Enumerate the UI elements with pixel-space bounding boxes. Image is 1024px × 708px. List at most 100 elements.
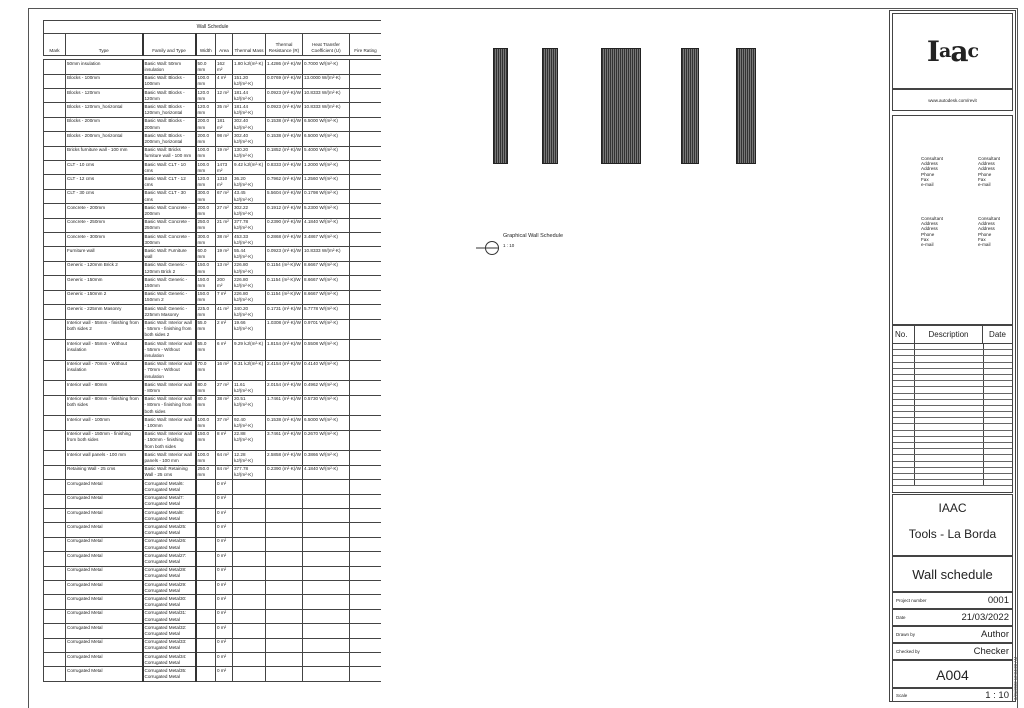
table-cell: Basic Wall: Blocks - 100mm xyxy=(141,73,197,90)
consultant-line: Phone xyxy=(921,231,935,237)
table-row: Interior wall - 80mm Basic Wall: Interior… xyxy=(43,380,381,396)
table-cell: 11.61 kJ/(m²·K) xyxy=(232,380,266,396)
table-cell: 0 m² xyxy=(215,507,233,524)
table-cell xyxy=(43,415,66,431)
table-cell: 200 m² xyxy=(215,275,233,291)
table-cell: Furniture wall xyxy=(65,246,143,262)
table-cell xyxy=(232,507,266,524)
consultant-line: Address xyxy=(978,226,995,232)
table-cell xyxy=(43,666,66,682)
consultant-line: e-mail xyxy=(921,182,934,188)
table-cell xyxy=(348,73,381,90)
table-cell: 225.0 mm xyxy=(195,304,216,320)
table-cell xyxy=(348,174,381,190)
table-cell: 2 m² xyxy=(215,318,233,341)
field-label: Scale xyxy=(896,692,908,698)
table-cell: 80.0 mm xyxy=(195,394,216,417)
table-cell: 181.44 kJ/(m²·K) xyxy=(232,88,266,104)
table-cell: 55.44 kJ/(m²·K) xyxy=(232,246,266,262)
revision-row xyxy=(893,461,1012,468)
table-cell xyxy=(232,536,266,553)
table-row: Interior wall panels - 100 mm Basic Wall:… xyxy=(43,450,381,466)
table-cell xyxy=(195,623,216,639)
wall-section-graphic xyxy=(601,48,641,164)
table-cell: 9.29 kJ/(m²·K) xyxy=(232,339,266,361)
table-cell xyxy=(348,304,381,320)
table-cell: 0 m² xyxy=(215,580,233,596)
table-cell: 50.0 mm xyxy=(195,59,216,75)
table-cell: 36.20 kJ/(m²·K) xyxy=(232,174,266,190)
table-cell: Basic Wall: Retaining Wall - 25 cms xyxy=(141,464,197,481)
table-cell xyxy=(43,394,66,417)
table-cell: 80.0 mm xyxy=(195,380,216,396)
table-cell: Basic Wall: CLT - 30 cms xyxy=(141,188,197,205)
table-cell xyxy=(348,415,381,431)
table-cell xyxy=(195,565,216,582)
table-cell: 0 m² xyxy=(215,594,233,610)
table-cell xyxy=(302,507,350,524)
table-cell: 27 m² xyxy=(215,380,233,396)
table-cell xyxy=(43,246,66,262)
column-header: Heat Transfer Coefficient (U) xyxy=(302,33,350,57)
table-cell: 13.0000 W/(m²·K) xyxy=(302,73,350,90)
table-cell: Corrugated Metal30: Corrugated Metal xyxy=(141,594,197,610)
table-cell xyxy=(265,637,303,654)
table-cell: Corrugated Metal27: Corrugated Metal xyxy=(141,551,197,567)
table-cell: Interior wall - 55mm - finishing from bo… xyxy=(65,318,143,341)
table-cell: 0 m² xyxy=(215,551,233,567)
table-cell xyxy=(43,275,66,291)
project-name: Tools - La Borda xyxy=(908,527,997,541)
table-cell: 55.0 mm xyxy=(195,339,216,361)
table-cell: 0.0923 (m²·K)/W xyxy=(265,246,303,262)
table-cell: Blocks - 120mm xyxy=(65,88,143,104)
table-cell: 43.45 kJ/(m²·K) xyxy=(232,188,266,205)
table-cell xyxy=(195,536,216,553)
table-cell: 35 m² xyxy=(215,102,233,118)
consultant-block: Consultant Address Address Phone Fax e-mail xyxy=(921,156,961,187)
table-cell: 0.8333 (m²·K)/W xyxy=(265,160,303,176)
table-cell: CLT - 10 cms xyxy=(65,160,143,176)
table-cell: 0 m² xyxy=(215,565,233,582)
table-cell xyxy=(348,536,381,553)
table-cell: Corrugated Metal8: Corrugated Metal xyxy=(141,507,197,524)
table-cell xyxy=(43,88,66,104)
table-cell: 0 m² xyxy=(215,608,233,625)
table-cell: 0.2868 (m²·K)/W xyxy=(265,232,303,248)
table-cell xyxy=(43,174,66,190)
table-cell: Corrugated Metal xyxy=(65,479,143,495)
table-row: Concrete - 250mm Basic Wall: Concrete - 2… xyxy=(43,217,381,234)
table-row: Corrugated Metal Corrugated Metal33: Corr… xyxy=(43,637,381,654)
url-text: www.autodesk.com/revit xyxy=(892,89,1013,111)
table-cell xyxy=(43,160,66,176)
table-cell: Basic Wall: Generic - 150mm xyxy=(141,275,197,291)
table-cell: 0.9701 W/(m²·K) xyxy=(302,318,350,341)
table-cell: 302.40 kJ/(m²·K) xyxy=(232,116,266,133)
table-cell: 0 m² xyxy=(215,652,233,668)
table-cell xyxy=(265,608,303,625)
revision-row xyxy=(893,412,1012,419)
table-cell: Corrugated Metal33: Corrugated Metal xyxy=(141,637,197,654)
table-cell: 5.7778 W/(m²·K) xyxy=(302,304,350,320)
table-cell xyxy=(265,507,303,524)
table-cell: Basic Wall: Furniture wall xyxy=(141,246,197,262)
table-cell: Basic Wall: Interior wall - 55mm - finis… xyxy=(141,318,197,341)
table-cell xyxy=(348,522,381,538)
table-cell: 7 m² xyxy=(215,289,233,306)
table-cell xyxy=(43,131,66,147)
table-cell xyxy=(265,594,303,610)
revision-row xyxy=(893,381,1012,388)
table-cell xyxy=(232,479,266,495)
table-cell xyxy=(43,359,66,382)
table-cell xyxy=(302,666,350,682)
table-row: 50mm insulation Basic Wall: 50mm insulati… xyxy=(43,59,381,75)
table-cell xyxy=(43,551,66,567)
table-cell: Corrugated Metal6: Corrugated Metal xyxy=(141,479,197,495)
table-cell xyxy=(195,551,216,567)
table-cell: 12.28 kJ/(m²·K) xyxy=(232,450,266,466)
table-cell xyxy=(195,608,216,625)
table-cell xyxy=(195,637,216,654)
table-row: Interior wall - 55mm - Without insulatio… xyxy=(43,339,381,361)
table-cell xyxy=(232,551,266,567)
table-cell: 0.7962 (m²·K)/W xyxy=(265,174,303,190)
consultant-line: Consultant xyxy=(921,216,943,221)
